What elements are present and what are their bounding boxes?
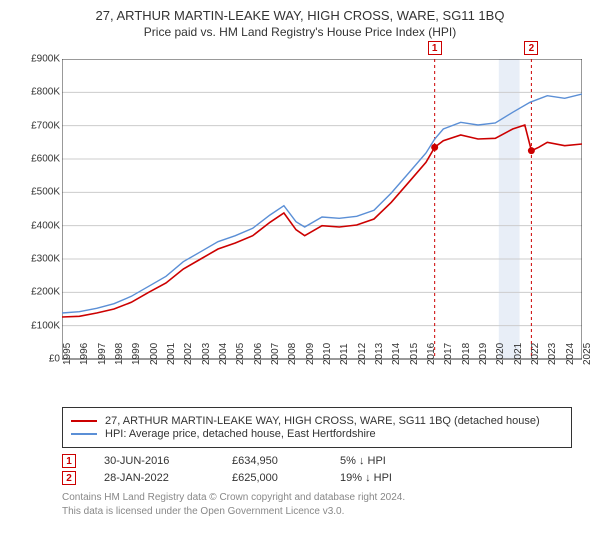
y-tick-label: £500K (14, 187, 60, 198)
sale-marker-badge: 1 (428, 41, 442, 55)
sale-date: 28-JAN-2022 (104, 472, 204, 484)
legend-swatch (71, 433, 97, 435)
legend: 27, ARTHUR MARTIN-LEAKE WAY, HIGH CROSS,… (62, 407, 572, 448)
attribution-line: Contains HM Land Registry data © Crown c… (62, 491, 588, 505)
sale-delta: 5% ↓ HPI (340, 455, 450, 467)
y-tick-label: £200K (14, 287, 60, 298)
sale-price: £634,950 (232, 455, 312, 467)
y-tick-label: £100K (14, 320, 60, 331)
sale-row: 2 28-JAN-2022 £625,000 19% ↓ HPI (62, 471, 588, 485)
attribution-line: This data is licensed under the Open Gov… (62, 505, 588, 519)
y-tick-label: £300K (14, 254, 60, 265)
chart-container: 27, ARTHUR MARTIN-LEAKE WAY, HIGH CROSS,… (0, 0, 600, 524)
sale-date: 30-JUN-2016 (104, 455, 204, 467)
sale-delta: 19% ↓ HPI (340, 472, 450, 484)
legend-label: 27, ARTHUR MARTIN-LEAKE WAY, HIGH CROSS,… (105, 415, 540, 427)
sale-badge: 2 (62, 471, 76, 485)
sale-price: £625,000 (232, 472, 312, 484)
sale-badge: 1 (62, 454, 76, 468)
sale-row: 1 30-JUN-2016 £634,950 5% ↓ HPI (62, 454, 588, 468)
sale-marker-badge: 2 (524, 41, 538, 55)
chart-subtitle: Price paid vs. HM Land Registry's House … (12, 25, 588, 39)
y-tick-label: £0 (14, 354, 60, 365)
sales-table: 1 30-JUN-2016 £634,950 5% ↓ HPI 2 28-JAN-2022… (62, 454, 588, 485)
y-tick-label: £600K (14, 154, 60, 165)
legend-row: HPI: Average price, detached house, East… (71, 428, 563, 440)
y-tick-label: £900K (14, 54, 60, 65)
legend-row: 27, ARTHUR MARTIN-LEAKE WAY, HIGH CROSS,… (71, 415, 563, 427)
y-tick-label: £700K (14, 120, 60, 131)
legend-label: HPI: Average price, detached house, East… (105, 428, 376, 440)
y-tick-label: £400K (14, 220, 60, 231)
chart-area: £0 £100K £200K £300K £400K £500K £600K £700K £80… (12, 59, 588, 399)
chart-title: 27, ARTHUR MARTIN-LEAKE WAY, HIGH CROSS,… (12, 8, 588, 23)
legend-swatch (71, 420, 97, 422)
y-tick-label: £800K (14, 87, 60, 98)
x-tick-label: 2025 (582, 343, 600, 365)
attribution: Contains HM Land Registry data © Crown c… (62, 491, 588, 518)
